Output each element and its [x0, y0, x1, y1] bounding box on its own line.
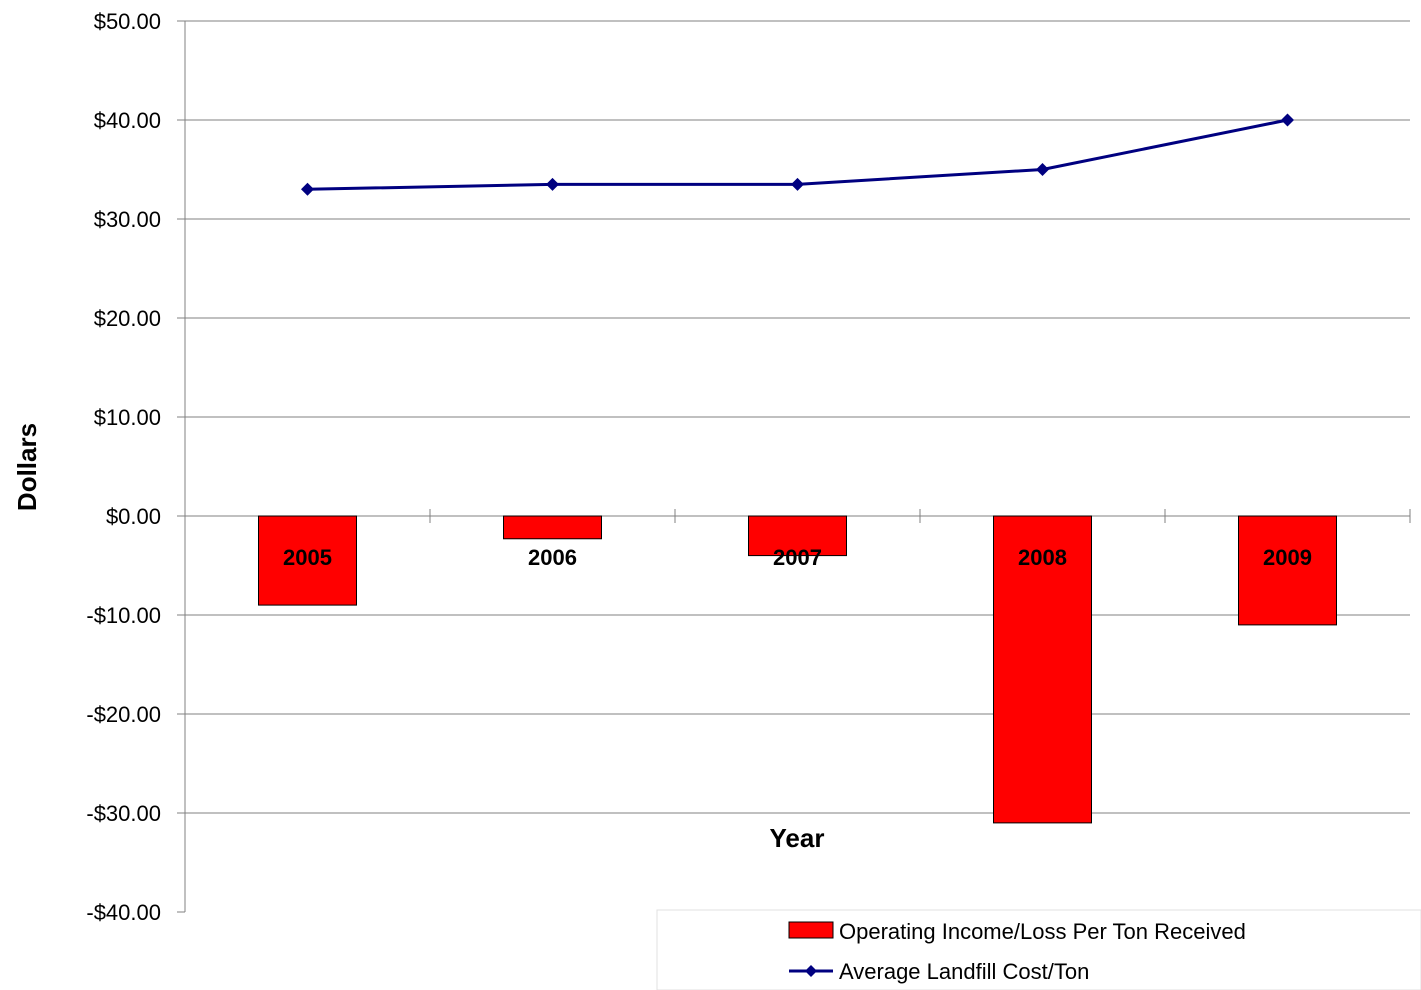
axes: $50.00 $40.00 $30.00 $20.00 $10.00 $0.00 -$10.…	[86, 9, 1411, 925]
y-tick-label: $50.00	[94, 9, 161, 34]
y-tick-label: -$20.00	[86, 702, 161, 727]
line-series	[301, 113, 1294, 196]
bar	[993, 515, 1092, 824]
line-point	[546, 177, 559, 191]
x-tick-label: 2007	[773, 545, 822, 570]
x-tick-label: 2009	[1263, 545, 1312, 570]
legend-bar-swatch	[788, 921, 834, 939]
y-tick-label: -$10.00	[86, 603, 161, 628]
y-tick-label: -$30.00	[86, 801, 161, 826]
x-tick-label: 2006	[528, 545, 577, 570]
y-tick-label: $20.00	[94, 306, 161, 331]
x-axis-title: Year	[770, 823, 825, 853]
legend: Operating Income/Loss Per Ton Received A…	[656, 909, 1421, 990]
y-tick-label: $30.00	[94, 207, 161, 232]
y-tick-label: $10.00	[94, 405, 161, 430]
legend-diamond-marker	[805, 965, 817, 977]
x-tick-label: 2008	[1018, 545, 1067, 570]
legend-label-bar: Operating Income/Loss Per Ton Received	[839, 919, 1246, 944]
line-point	[791, 177, 804, 191]
category-labels: 2005 2006 2007 2008 2009	[283, 545, 1312, 570]
legend-box	[656, 909, 1421, 990]
bar	[258, 515, 357, 606]
y-tick-label: $0.00	[106, 504, 161, 529]
bar	[503, 515, 602, 540]
line-point	[1036, 163, 1049, 176]
bar	[1238, 515, 1337, 626]
x-tick-label: 2005	[283, 545, 332, 570]
bar-series	[258, 515, 1337, 824]
y-tick-label: $40.00	[94, 108, 161, 133]
legend-label-line: Average Landfill Cost/Ton	[839, 959, 1089, 984]
bar	[748, 515, 847, 557]
gridlines	[185, 20, 1410, 814]
y-tick-label: -$40.00	[86, 900, 161, 925]
line-point	[301, 182, 314, 196]
y-axis-title: Dollars	[12, 423, 42, 511]
line-point	[1281, 113, 1294, 127]
